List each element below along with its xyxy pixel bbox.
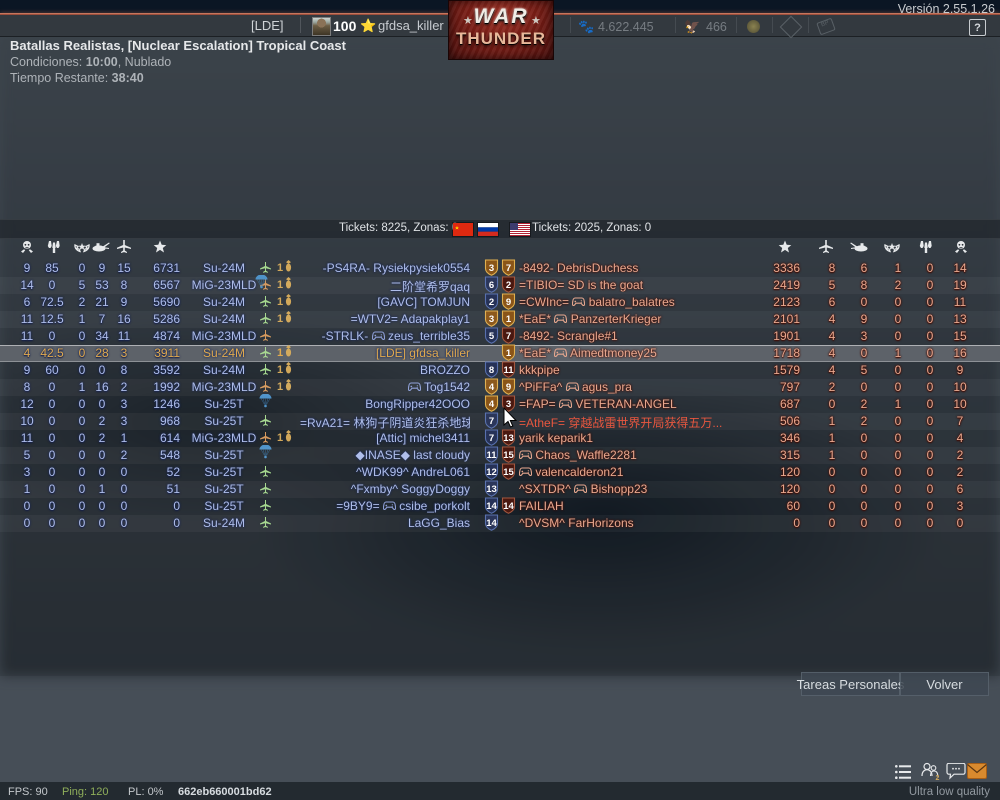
svg-text:2: 2	[936, 775, 940, 781]
